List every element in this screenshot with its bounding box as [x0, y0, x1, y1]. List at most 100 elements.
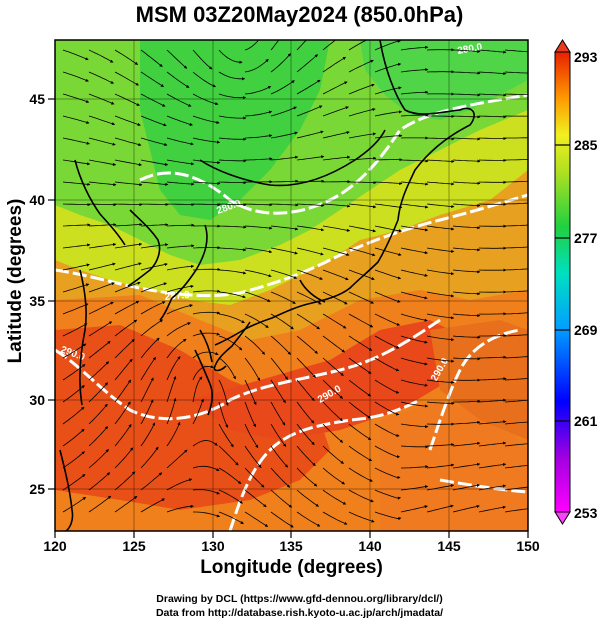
streamline-arrow — [140, 282, 168, 293]
streamline-arrow — [218, 269, 247, 275]
streamline-arrow — [140, 137, 168, 147]
streamline-arrow — [478, 441, 507, 447]
streamline-arrow — [244, 335, 266, 355]
x-tick-label: 145 — [437, 538, 461, 554]
streamline-arrow — [218, 291, 246, 299]
streamline-arrow — [62, 203, 91, 207]
credit-drawing: Drawing by DCL (https://www.gfd-dennou.o… — [156, 593, 443, 605]
streamline-arrow — [452, 420, 481, 425]
streamline-arrow — [296, 423, 315, 446]
streamline-arrow — [270, 53, 292, 73]
streamline-arrow — [478, 505, 507, 513]
streamline-arrow — [374, 225, 403, 233]
x-axis-ticks — [54, 531, 529, 538]
x-tick-label: 135 — [279, 538, 303, 554]
streamline-arrow — [270, 203, 299, 207]
streamline-arrow — [166, 137, 194, 146]
streamline-arrow — [166, 356, 181, 381]
streamline-arrow — [322, 247, 350, 256]
streamline-arrow — [400, 379, 428, 387]
streamline-arrow — [400, 203, 429, 209]
streamline-arrow — [348, 489, 374, 503]
streamline-arrow — [140, 243, 169, 249]
streamline-arrow — [166, 71, 190, 88]
streamline-arrow — [166, 264, 195, 271]
streamline-arrow — [452, 71, 481, 75]
streamline-arrow — [400, 313, 428, 322]
streamline-arrow — [88, 361, 110, 381]
streamline-arrow — [348, 423, 372, 441]
streamline-arrow — [62, 283, 90, 293]
streamline-arrow — [452, 93, 481, 97]
streamline-arrow — [140, 49, 163, 67]
streamline-arrow — [114, 242, 143, 249]
streamline-arrow — [244, 247, 273, 254]
streamline-arrow — [348, 291, 374, 304]
streamline-arrow — [322, 81, 348, 95]
streamline-arrow — [296, 313, 320, 330]
streamline-arrow — [270, 179, 299, 183]
streamline-arrow — [218, 181, 247, 185]
streamline-arrow — [62, 406, 85, 425]
streamline-arrow — [296, 130, 324, 139]
streamline-arrow — [426, 203, 455, 209]
streamline-arrow — [296, 489, 319, 507]
streamline-arrow — [62, 428, 85, 447]
streamline-arrow — [452, 137, 481, 141]
streamline-arrow — [452, 159, 481, 163]
streamline-arrow — [166, 159, 195, 166]
streamline-arrow — [62, 263, 90, 271]
streamline-arrow — [426, 379, 455, 384]
streamline-arrow — [400, 113, 429, 117]
streamline-arrow — [348, 357, 372, 374]
streamline-arrow — [192, 49, 213, 70]
streamline-arrow — [452, 462, 481, 469]
streamline-arrow — [244, 269, 272, 278]
streamline-arrow — [140, 115, 167, 127]
streamline-arrow — [453, 399, 481, 403]
streamline-arrow — [88, 181, 117, 187]
streamline-arrow — [88, 382, 109, 403]
colorbar-gradient — [554, 51, 571, 513]
colorbar-top-arrow — [554, 39, 571, 53]
y-axis-ticks — [48, 98, 55, 490]
streamline-arrow — [218, 445, 239, 466]
streamline-arrow — [270, 401, 286, 426]
streamline-arrow — [192, 267, 221, 272]
streamline-arrow — [322, 467, 346, 485]
streamline-arrow — [166, 223, 195, 227]
page-title: MSM 03Z20May2024 (850.0hPa) — [135, 2, 464, 27]
streamline-arrow — [374, 269, 402, 280]
streamline-arrow — [244, 467, 265, 488]
streamline-arrow — [322, 401, 343, 422]
streamline-arrow — [62, 451, 85, 469]
streamline-arrow — [88, 242, 117, 249]
streamline-arrow — [322, 106, 349, 117]
streamline-arrow — [244, 110, 273, 117]
streamline-arrow — [114, 447, 134, 469]
streamline-arrow — [322, 155, 351, 161]
streamline-arrow — [88, 426, 109, 447]
streamline-arrow — [166, 322, 191, 337]
streamline-arrow — [192, 137, 221, 144]
streamline-arrow — [88, 340, 111, 359]
streamline-arrow — [270, 379, 286, 404]
streamline-arrow — [140, 262, 168, 271]
streamline-arrow — [62, 474, 86, 491]
streamline-arrow — [114, 203, 143, 207]
streamline-arrow — [270, 225, 299, 231]
streamline-arrow — [218, 115, 247, 120]
streamline-arrow — [218, 71, 246, 81]
streamline-arrow — [140, 356, 156, 381]
streamline-arrow — [192, 398, 204, 425]
streamline-arrow — [192, 465, 220, 471]
streamline-arrow — [296, 357, 316, 378]
streamline-arrow — [244, 58, 269, 73]
streamline-arrow — [62, 243, 91, 249]
streamline-arrow — [218, 357, 236, 380]
streamline-arrow — [348, 59, 374, 73]
streamline-arrow — [452, 291, 481, 296]
streamline-arrow — [244, 357, 261, 382]
streamline-arrow — [140, 301, 166, 315]
streamline-arrow — [114, 379, 132, 403]
